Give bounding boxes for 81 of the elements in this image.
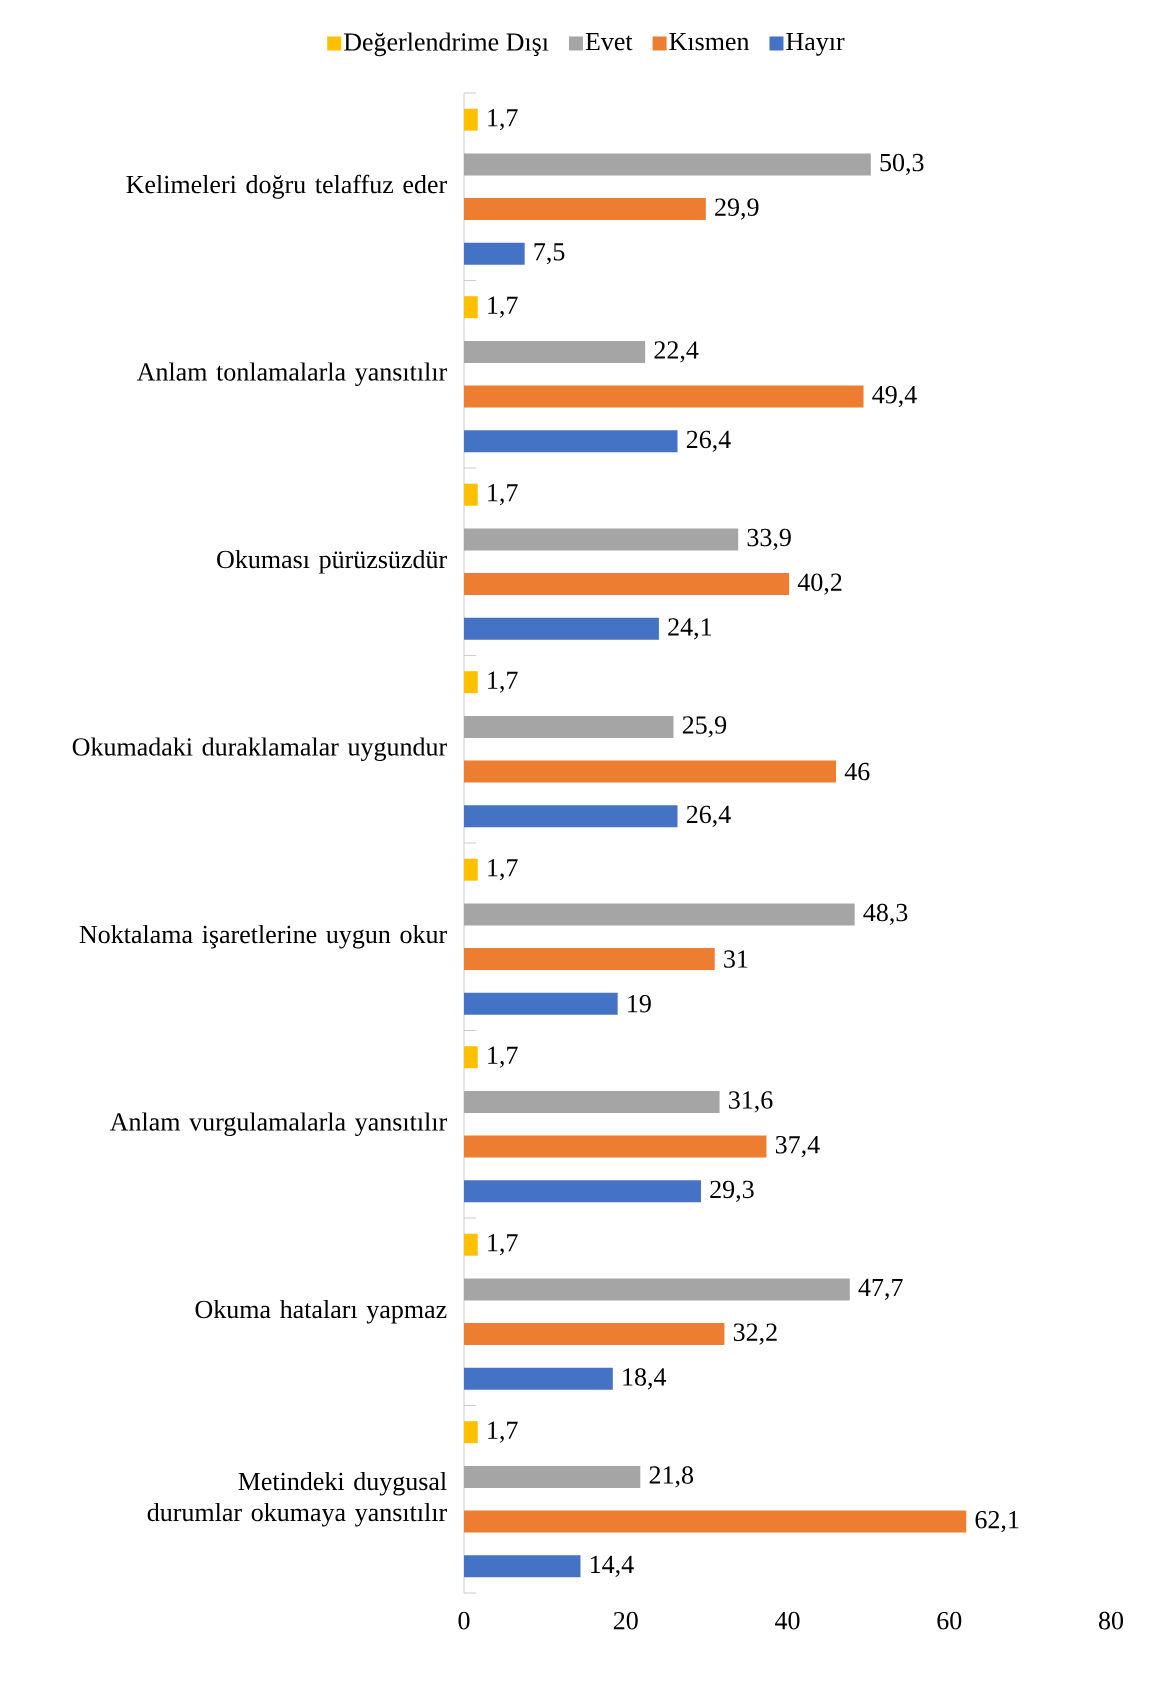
data-label: 26,4 xyxy=(686,805,731,827)
bar xyxy=(464,858,478,881)
data-label: 25,9 xyxy=(682,716,727,738)
bar xyxy=(464,528,739,551)
bar xyxy=(464,153,871,176)
x-tick-label: 0 xyxy=(458,1611,470,1630)
legend-label: Hayır xyxy=(786,33,845,56)
bar xyxy=(464,108,478,131)
data-label: 49,4 xyxy=(872,385,917,408)
bar xyxy=(464,1421,478,1444)
bar xyxy=(464,1046,478,1069)
data-label: 47,7 xyxy=(858,1278,903,1300)
y-tick-label: Metindeki duygusal durumlar okumaya yansıtılır xyxy=(147,1471,447,1527)
bar xyxy=(464,992,618,1015)
bar xyxy=(464,483,478,506)
data-label: 37,4 xyxy=(775,1135,820,1158)
bar xyxy=(464,1555,581,1578)
y-tick-label: Kelimeleri doğru telaffuz eder xyxy=(126,174,447,199)
data-label: 33,9 xyxy=(747,528,791,550)
bar xyxy=(464,198,706,221)
data-label: 1,7 xyxy=(488,859,518,881)
bar xyxy=(464,1090,720,1113)
data-label: 1,7 xyxy=(488,109,518,131)
bar xyxy=(464,385,864,408)
data-label: 1,7 xyxy=(488,484,518,506)
data-label: 19 xyxy=(628,995,651,1013)
data-label: 18,4 xyxy=(623,1368,667,1390)
data-label: 48,3 xyxy=(863,903,908,926)
bar xyxy=(464,1233,478,1256)
x-tick-label: 60 xyxy=(937,1611,962,1630)
bar xyxy=(464,1367,613,1390)
bar xyxy=(464,1135,767,1158)
data-label: 24,1 xyxy=(668,618,712,640)
data-label: 21,8 xyxy=(649,1466,694,1488)
data-label: 29,9 xyxy=(715,198,759,220)
data-label: 29,3 xyxy=(710,1180,754,1202)
data-label: 62,1 xyxy=(975,1510,1019,1533)
x-tick-label: 20 xyxy=(613,1611,638,1630)
data-label: 40,2 xyxy=(797,573,842,595)
data-label: 32,2 xyxy=(733,1323,777,1345)
bar xyxy=(464,296,478,319)
y-tick-label: Noktalama işaretlerine uygun okur xyxy=(79,924,447,949)
y-tick-label: Anlam vurgulamalarla yansıtılır xyxy=(109,1112,447,1137)
bar xyxy=(464,948,715,971)
data-label: 31,6 xyxy=(729,1091,773,1113)
data-label: 7,5 xyxy=(534,243,565,265)
data-label: 31 xyxy=(724,950,748,968)
bar xyxy=(464,805,678,828)
data-label: 1,7 xyxy=(488,296,518,318)
data-label: 50,3 xyxy=(880,153,924,176)
bar xyxy=(464,1180,701,1203)
bar xyxy=(464,715,674,738)
bar xyxy=(464,760,837,783)
x-tick-label: 40 xyxy=(775,1611,800,1630)
data-label: 1,7 xyxy=(488,1421,518,1443)
y-tick-label: Okumadaki duraklamalar uygundur xyxy=(72,737,447,762)
data-label: 1,7 xyxy=(488,1234,518,1256)
legend-label: Evet xyxy=(585,33,633,51)
bar xyxy=(464,671,478,694)
bar xyxy=(464,1323,725,1346)
data-label: 1,7 xyxy=(488,1046,518,1068)
y-tick-label: Anlam tonlamalarla yansıtılır xyxy=(136,362,447,387)
bar xyxy=(464,1278,850,1301)
x-tick-label: 80 xyxy=(1098,1611,1124,1630)
legend-label: Değerlendrime Dışı xyxy=(343,32,549,57)
bar xyxy=(464,903,855,926)
legend-label: Kısmen xyxy=(669,33,750,51)
bar xyxy=(464,1510,967,1533)
data-label: 46 xyxy=(844,762,870,781)
y-tick-label: Okuma hataları yapmaz xyxy=(195,1299,447,1324)
data-label: 22,4 xyxy=(654,341,699,363)
bar xyxy=(464,340,646,363)
bar xyxy=(464,1465,641,1488)
data-label: 14,4 xyxy=(590,1555,634,1577)
bar xyxy=(464,617,659,640)
data-label: 26,4 xyxy=(686,430,731,452)
bar xyxy=(464,242,525,265)
data-label: 1,7 xyxy=(488,671,518,693)
bar xyxy=(464,573,790,596)
bar xyxy=(464,430,678,453)
y-tick-label: Okuması pürüzsüzdür xyxy=(217,549,447,574)
